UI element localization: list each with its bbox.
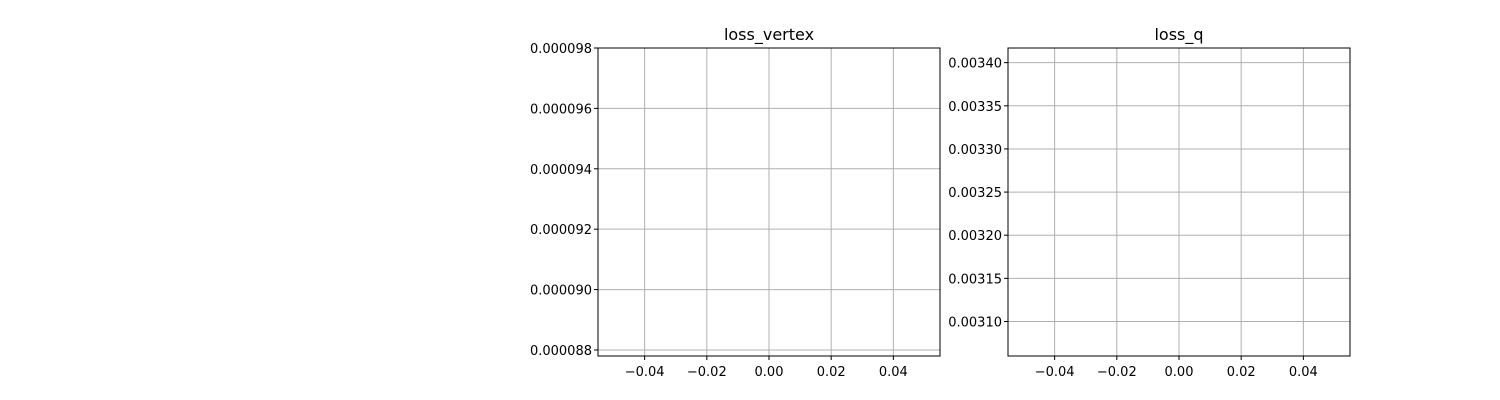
x-tick-label: 0.00 — [1165, 365, 1194, 380]
y-tick-label: 0.000090 — [530, 284, 592, 299]
y-tick-label: 0.000092 — [530, 223, 592, 238]
y-tick-label: 0.00325 — [948, 186, 1002, 201]
x-tick-label: −0.04 — [1035, 365, 1075, 380]
y-tick-label: 0.000098 — [530, 42, 592, 57]
y-tick-label: 0.00320 — [948, 229, 1002, 244]
x-tick-label: −0.02 — [687, 365, 727, 380]
x-tick-label: 0.00 — [755, 365, 784, 380]
y-tick-label: 0.000094 — [530, 163, 592, 178]
x-tick-label: 0.04 — [1289, 365, 1318, 380]
x-tick-label: −0.04 — [625, 365, 665, 380]
y-tick-label: 0.00335 — [948, 100, 1002, 115]
y-tick-label: 0.000088 — [530, 344, 592, 359]
plot-area-frame — [597, 47, 941, 357]
x-tick-label: 0.04 — [879, 365, 908, 380]
x-tick-label: −0.02 — [1097, 365, 1137, 380]
y-tick-label: 0.000096 — [530, 102, 592, 117]
x-tick-label: 0.02 — [1227, 365, 1256, 380]
y-tick-label: 0.00310 — [948, 315, 1002, 330]
plot-area-frame — [1007, 47, 1351, 357]
chart-panel-loss-q: loss_q −0.04 −0.02 0.00 0.02 0.04 0.00310 0.00… — [948, 25, 1351, 380]
y-tick-label: 0.00330 — [948, 143, 1002, 158]
x-tick-label: 0.02 — [817, 365, 846, 380]
chart-title: loss_q — [1154, 25, 1203, 45]
chart-panel-loss-vertex: loss_vertex −0.04 −0.02 0.00 0.02 0.04 0.0000… — [530, 25, 941, 380]
y-tick-label: 0.00340 — [948, 57, 1002, 72]
y-tick-label: 0.00315 — [948, 272, 1002, 287]
chart-title: loss_vertex — [724, 25, 814, 45]
